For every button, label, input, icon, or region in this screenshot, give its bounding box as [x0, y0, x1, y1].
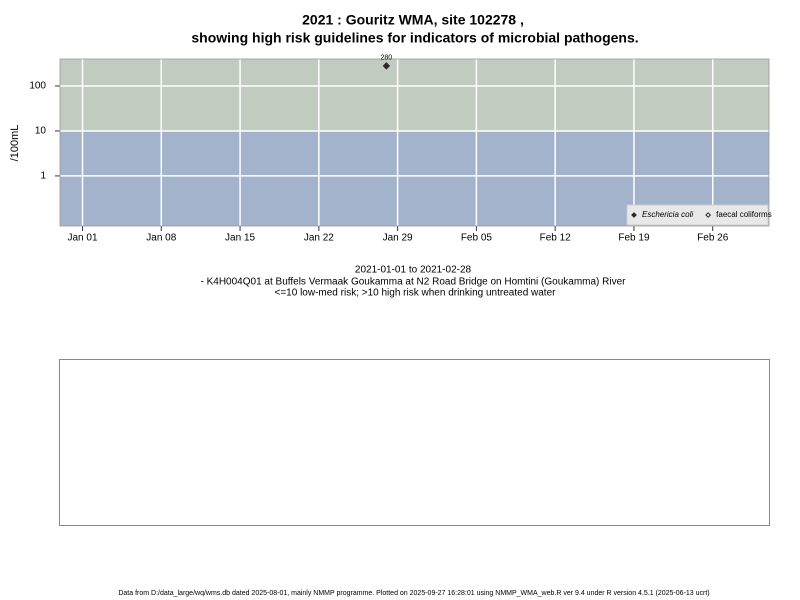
guideline-caption: <=10 low-med risk; >10 high risk when dr…	[275, 288, 557, 299]
footer: Data from D:/data_large/wq/wms.db dated …	[118, 590, 709, 597]
y-axis-label: /100mL	[9, 125, 21, 162]
x-tick-label: Feb 05	[461, 233, 493, 244]
x-tick-label: Feb 12	[540, 233, 572, 244]
x-tick-label: Jan 08	[146, 233, 176, 244]
y-tick-label: 1	[40, 171, 46, 182]
data-label: 280	[381, 55, 393, 62]
legend-label: Eschericia coli	[642, 210, 693, 219]
legend-box	[626, 204, 769, 226]
high-risk-band	[60, 59, 769, 131]
chart-title: 2021 : Gouritz WMA, site 102278 ,	[302, 12, 524, 28]
legend-label: faecal coliforms	[716, 210, 772, 219]
x-tick-label: Jan 29	[383, 233, 413, 244]
x-tick-label: Feb 19	[618, 233, 650, 244]
x-tick-label: Jan 15	[225, 233, 255, 244]
legend-marker	[631, 212, 637, 218]
legend-marker	[705, 212, 712, 218]
site-caption: - K4H004Q01 at Buffels Vermaak Goukamma …	[201, 277, 627, 288]
data-point	[382, 62, 391, 70]
x-tick-label: Jan 22	[304, 233, 334, 244]
plot-frame	[59, 58, 770, 227]
y-tick-label: 100	[29, 81, 46, 92]
x-tick-label: Jan 01	[67, 233, 97, 244]
chart-subtitle: showing high risk guidelines for indicat…	[191, 30, 638, 46]
empty-panel	[59, 359, 770, 526]
x-tick-label: Feb 26	[697, 233, 729, 244]
y-tick-label: 10	[35, 126, 47, 137]
date-range: 2021-01-01 to 2021-02-28	[355, 265, 472, 276]
